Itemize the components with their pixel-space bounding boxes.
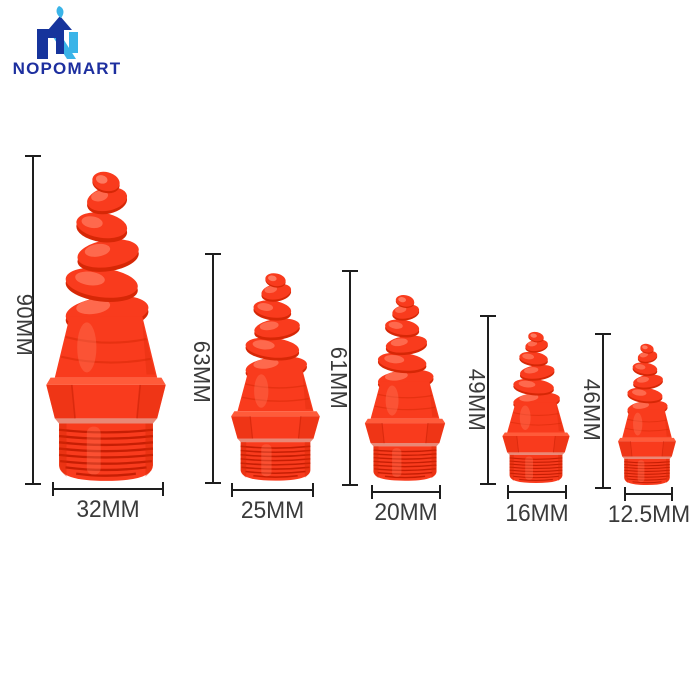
spiral-nozzle-image xyxy=(228,272,323,482)
width-dimension-label: 16MM xyxy=(505,500,569,527)
width-dimension-line xyxy=(371,485,441,499)
width-dimension-label: 20MM xyxy=(374,499,438,526)
brand-text: NOPOMART xyxy=(12,59,122,78)
spiral-nozzle-image xyxy=(616,343,678,486)
width-dimension-line xyxy=(507,485,567,499)
height-dimension-line xyxy=(595,333,611,489)
height-dimension-label: 90MM xyxy=(12,293,38,357)
height-dimension-label: 46MM xyxy=(579,378,605,442)
height-dimension-line xyxy=(205,253,221,484)
width-dimension-label: 12.5MM xyxy=(607,501,691,528)
height-dimension-line xyxy=(342,270,358,486)
spiral-nozzle-image xyxy=(42,170,170,483)
width-dimension-label: 25MM xyxy=(240,497,305,524)
height-dimension-label: 49MM xyxy=(464,368,490,432)
spiral-nozzle-image xyxy=(500,331,572,484)
n-arrow-icon xyxy=(37,6,78,59)
height-dimension-line xyxy=(480,315,496,485)
height-dimension-label: 61MM xyxy=(326,346,352,410)
width-dimension-line xyxy=(231,483,314,497)
width-dimension-line xyxy=(624,487,673,501)
brand-logo: NOPOMART xyxy=(10,4,140,84)
spiral-nozzle-image xyxy=(362,294,448,482)
height-dimension-line xyxy=(25,155,41,485)
height-dimension-label: 63MM xyxy=(189,340,215,404)
width-dimension-label: 32MM xyxy=(76,496,140,523)
width-dimension-line xyxy=(52,482,164,496)
